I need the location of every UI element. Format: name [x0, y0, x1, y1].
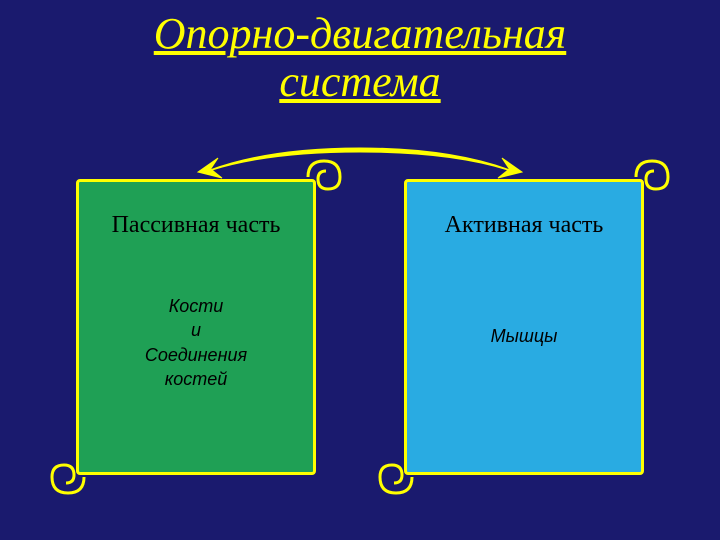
content-line: Мышцы: [407, 324, 641, 348]
left-scroll-body: Пассивная часть КостииСоединениякостей: [76, 179, 316, 475]
right-scroll-content: Мышцы: [407, 324, 641, 348]
scrolls-container: Пассивная часть КостииСоединениякостей А…: [0, 157, 720, 497]
scroll-curl-icon: [374, 455, 416, 497]
right-scroll-body: Активная часть Мышцы: [404, 179, 644, 475]
content-line: и: [79, 318, 313, 342]
left-scroll-content: КостииСоединениякостей: [79, 294, 313, 391]
content-line: Кости: [79, 294, 313, 318]
scroll-curl-icon: [304, 157, 346, 199]
title-line1: Опорно-двигательная: [0, 10, 720, 58]
scroll-curl-icon: [46, 455, 88, 497]
left-scroll: Пассивная часть КостииСоединениякостей: [46, 157, 346, 497]
content-line: костей: [79, 367, 313, 391]
title-line2: система: [0, 58, 720, 106]
content-line: Соединения: [79, 343, 313, 367]
scroll-curl-icon: [632, 157, 674, 199]
right-scroll: Активная часть Мышцы: [374, 157, 674, 497]
right-scroll-header: Активная часть: [407, 212, 641, 239]
left-scroll-header: Пассивная часть: [79, 212, 313, 239]
page-title: Опорно-двигательная система: [0, 0, 720, 107]
